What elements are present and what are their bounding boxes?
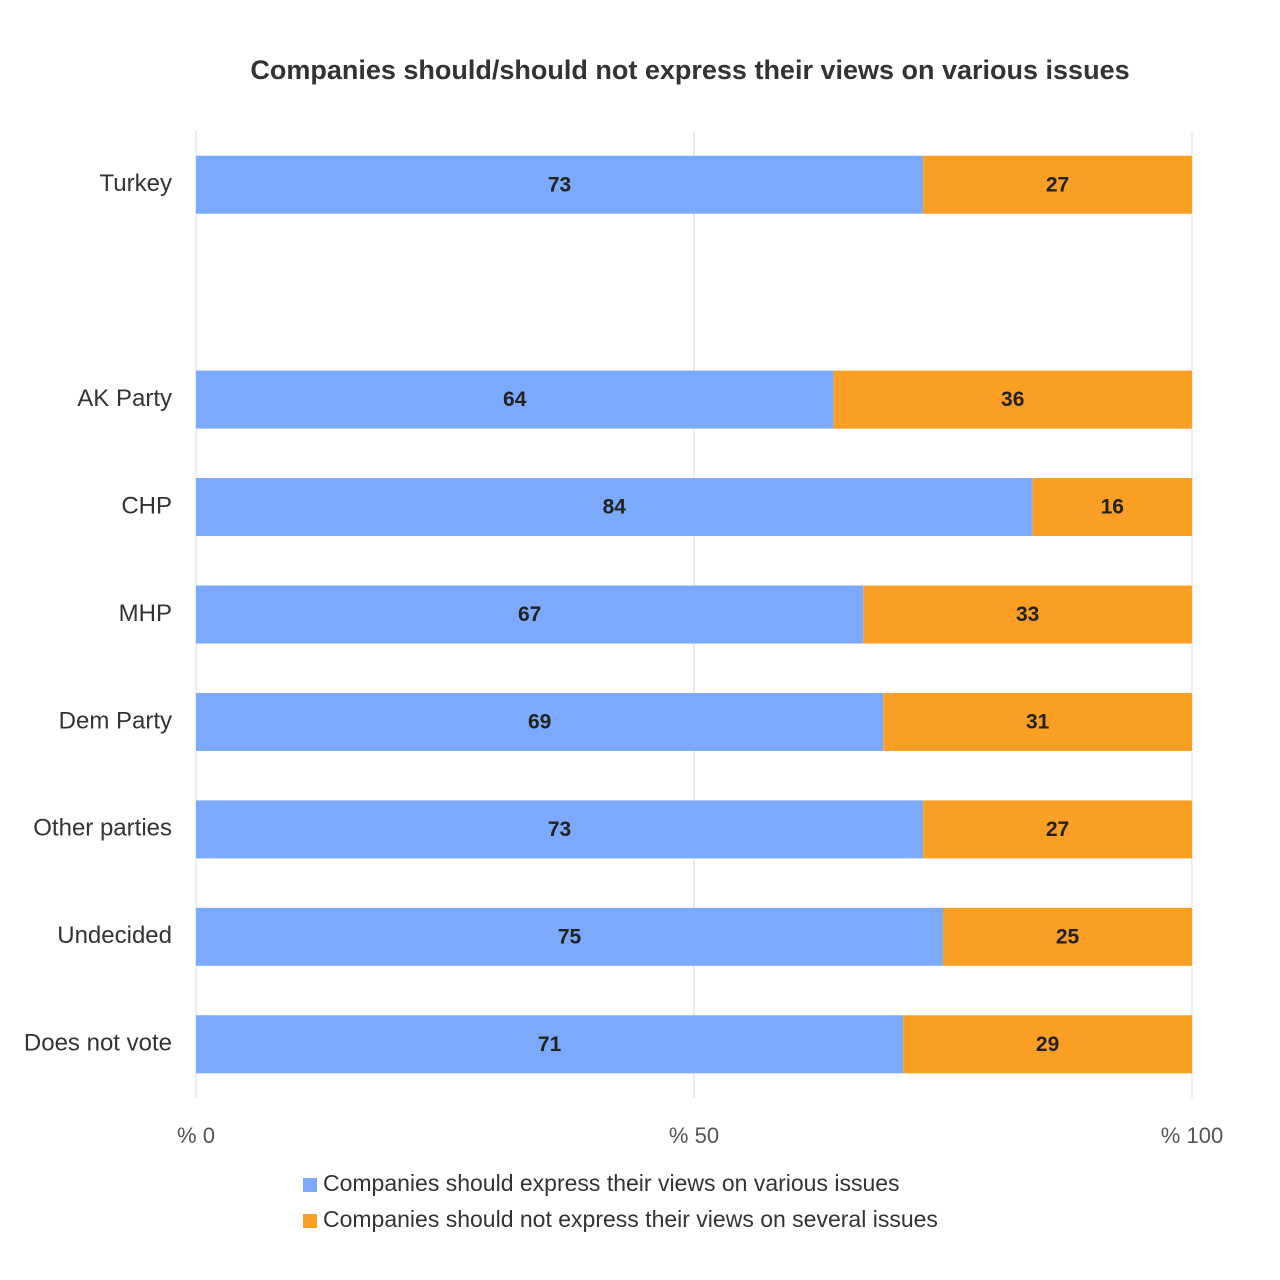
data-label: 36 — [1001, 388, 1024, 411]
data-label: 84 — [603, 496, 627, 519]
bar-segment — [196, 1015, 904, 1074]
bar-segment — [833, 370, 1192, 429]
bar-segment — [196, 370, 834, 429]
data-label: 64 — [503, 388, 527, 411]
bar-segment — [196, 800, 924, 859]
bar-segment — [903, 1015, 1192, 1074]
bar-segment — [1032, 478, 1192, 537]
bar-segment — [196, 585, 864, 644]
x-tick-label: % 100 — [1161, 1123, 1223, 1148]
data-label: 71 — [538, 1033, 562, 1056]
y-tick-label: Turkey — [100, 170, 172, 197]
data-label: 73 — [548, 173, 571, 196]
data-label: 73 — [548, 818, 571, 841]
data-label: 69 — [528, 710, 551, 733]
legend-swatch — [303, 1178, 317, 1192]
y-tick-label: Does not vote — [24, 1030, 172, 1057]
bar-segment — [883, 692, 1192, 751]
data-label: 27 — [1046, 818, 1069, 841]
data-label: 33 — [1016, 603, 1039, 626]
y-tick-label: MHP — [119, 600, 172, 627]
y-tick-label: CHP — [121, 492, 172, 519]
data-label: 16 — [1101, 496, 1124, 519]
y-tick-label: Undecided — [57, 922, 172, 949]
bar-segment — [196, 907, 943, 966]
data-label: 25 — [1056, 925, 1080, 948]
data-label: 75 — [558, 925, 582, 948]
y-tick-label: AK Party — [77, 385, 172, 412]
data-label: 67 — [518, 603, 541, 626]
y-tick-label: Other parties — [33, 815, 172, 842]
legend-label: Companies should not express their views… — [323, 1206, 938, 1232]
data-label: 29 — [1036, 1033, 1059, 1056]
bar-segment — [923, 155, 1192, 214]
chart-title: Companies should/should not express thei… — [250, 55, 1129, 85]
bar-segment — [196, 155, 924, 214]
legend-swatch — [303, 1214, 317, 1228]
y-tick-label: Dem Party — [59, 707, 172, 734]
legend-label: Companies should express their views on … — [323, 1170, 900, 1196]
bar-segment — [863, 585, 1192, 644]
data-label: 31 — [1026, 710, 1050, 733]
data-label: 27 — [1046, 173, 1069, 196]
bar-segment — [943, 907, 1192, 966]
bar-segment — [196, 478, 1033, 537]
bar-segment — [923, 800, 1192, 859]
x-tick-label: % 0 — [177, 1123, 215, 1148]
x-tick-label: % 50 — [669, 1123, 719, 1148]
bar-segment — [196, 692, 884, 751]
